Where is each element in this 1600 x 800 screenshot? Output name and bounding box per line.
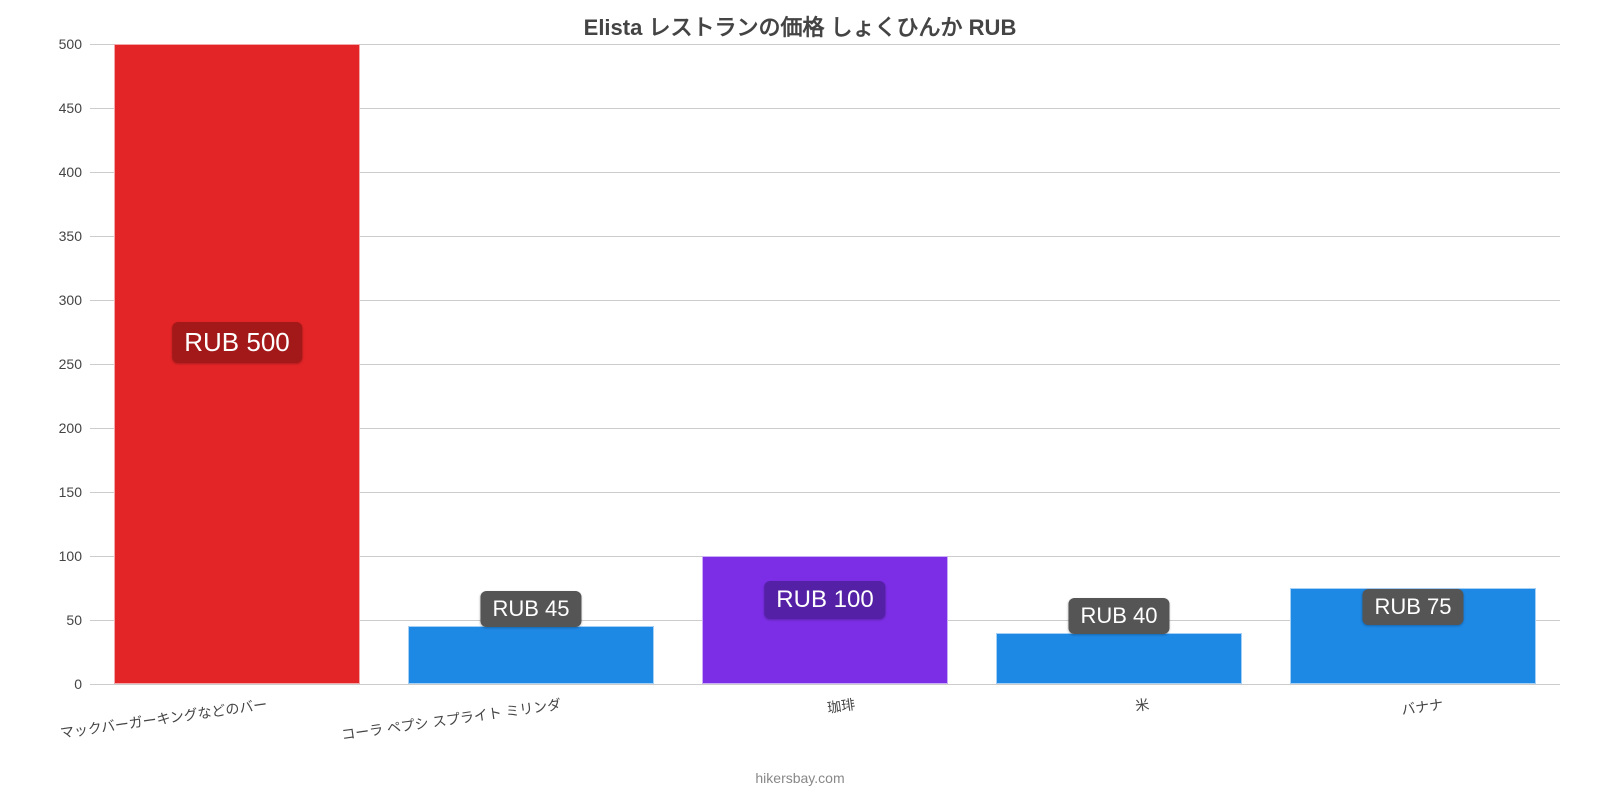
y-tick-label: 50 [66, 612, 82, 628]
x-axis-label: 米 [1134, 694, 1151, 716]
bars-container: RUB 500マックバーガーキングなどのバーRUB 45コーラ ペプシ スプライ… [90, 44, 1560, 684]
bar [408, 626, 655, 684]
value-badge: RUB 500 [172, 322, 302, 363]
y-tick-label: 400 [59, 164, 82, 180]
y-tick-label: 150 [59, 484, 82, 500]
y-tick-label: 500 [59, 36, 82, 52]
y-tick-label: 100 [59, 548, 82, 564]
y-tick-label: 0 [74, 676, 82, 692]
y-tick-label: 200 [59, 420, 82, 436]
bar [114, 44, 361, 684]
value-badge: RUB 45 [480, 591, 581, 627]
y-tick-label: 250 [59, 356, 82, 372]
x-axis-label: 珈琲 [826, 694, 857, 718]
value-badge: RUB 75 [1362, 589, 1463, 625]
value-badge: RUB 100 [764, 581, 885, 619]
value-badge: RUB 40 [1068, 598, 1169, 634]
x-axis-label: コーラ ペプシ スプライト ミリンダ [340, 694, 562, 745]
bar [702, 556, 949, 684]
bar [996, 633, 1243, 684]
source-text: hikersbay.com [0, 770, 1600, 786]
y-tick-label: 300 [59, 292, 82, 308]
x-axis-label: マックバーガーキングなどのバー [59, 694, 269, 743]
x-axis-label: バナナ [1400, 694, 1444, 720]
y-tick-label: 450 [59, 100, 82, 116]
chart-title: Elista レストランの価格 しょくひんか RUB [0, 0, 1600, 42]
plot-area: 050100150200250300350400450500 RUB 500マッ… [90, 44, 1560, 684]
y-tick-label: 350 [59, 228, 82, 244]
grid-line [90, 684, 1560, 685]
